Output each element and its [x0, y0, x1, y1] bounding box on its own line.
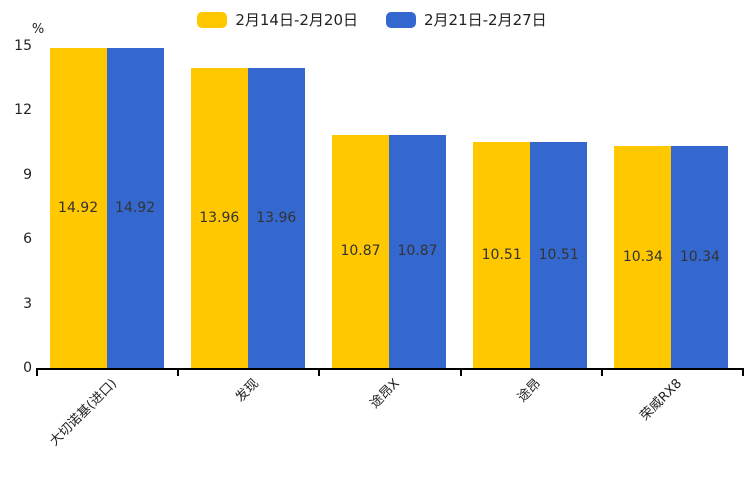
bar-value-label: 10.87	[397, 243, 438, 260]
bar: 14.92	[49, 47, 107, 368]
y-tick-label: 9	[23, 166, 32, 183]
bar: 10.51	[530, 142, 588, 368]
legend-item[interactable]: 2月14日-2月20日	[197, 9, 358, 30]
bar: 10.51	[473, 142, 531, 368]
bar-value-label: 14.92	[115, 199, 156, 216]
category-label: 发现	[232, 376, 262, 406]
x-axis-tick	[742, 368, 744, 376]
legend-swatch	[386, 11, 416, 28]
x-axis-tick	[36, 368, 38, 376]
y-axis-unit: %	[31, 22, 45, 37]
x-axis-line	[36, 368, 744, 370]
category-label: 大切诺基(进口)	[47, 376, 121, 450]
bar: 13.96	[190, 68, 248, 368]
bar-value-label: 13.96	[199, 210, 240, 227]
bar-value-label: 10.34	[679, 249, 720, 265]
x-axis-tick	[600, 368, 603, 376]
category-label: 途昂X	[367, 376, 403, 412]
bar-value-label: 10.51	[538, 247, 579, 264]
bar: 10.34	[614, 146, 672, 368]
bar-value-label: 10.34	[622, 249, 663, 265]
legend: 2月14日-2月20日 2月21日-2月27日	[0, 9, 744, 30]
bar: 14.92	[106, 47, 164, 368]
bar: 10.87	[389, 134, 446, 368]
legend-swatch	[197, 11, 228, 28]
category-label: 荣威RX8	[637, 376, 686, 424]
bar: 10.34	[671, 146, 729, 368]
bar: 13.96	[247, 68, 305, 368]
y-tick-label: 12	[14, 102, 32, 119]
y-tick-label: 6	[23, 231, 32, 248]
x-axis-tick	[459, 368, 462, 376]
x-axis-tick	[318, 368, 321, 376]
x-axis-tick	[177, 368, 180, 376]
bar: 10.87	[332, 134, 389, 368]
legend-label: 2月14日-2月20日	[235, 11, 358, 29]
bar-value-label: 14.92	[58, 199, 99, 216]
bar-value-label: 13.96	[256, 210, 297, 227]
category-label: 途昂	[515, 376, 545, 406]
y-tick-label: 0	[23, 360, 32, 376]
legend-item[interactable]: 2月21日-2月27日	[386, 9, 547, 30]
bar-value-label: 10.51	[481, 247, 522, 264]
bar-value-label: 10.87	[340, 243, 381, 260]
y-tick-label: 3	[23, 295, 32, 312]
legend-label: 2月21日-2月27日	[424, 11, 547, 29]
y-tick-label: 15	[14, 38, 32, 54]
